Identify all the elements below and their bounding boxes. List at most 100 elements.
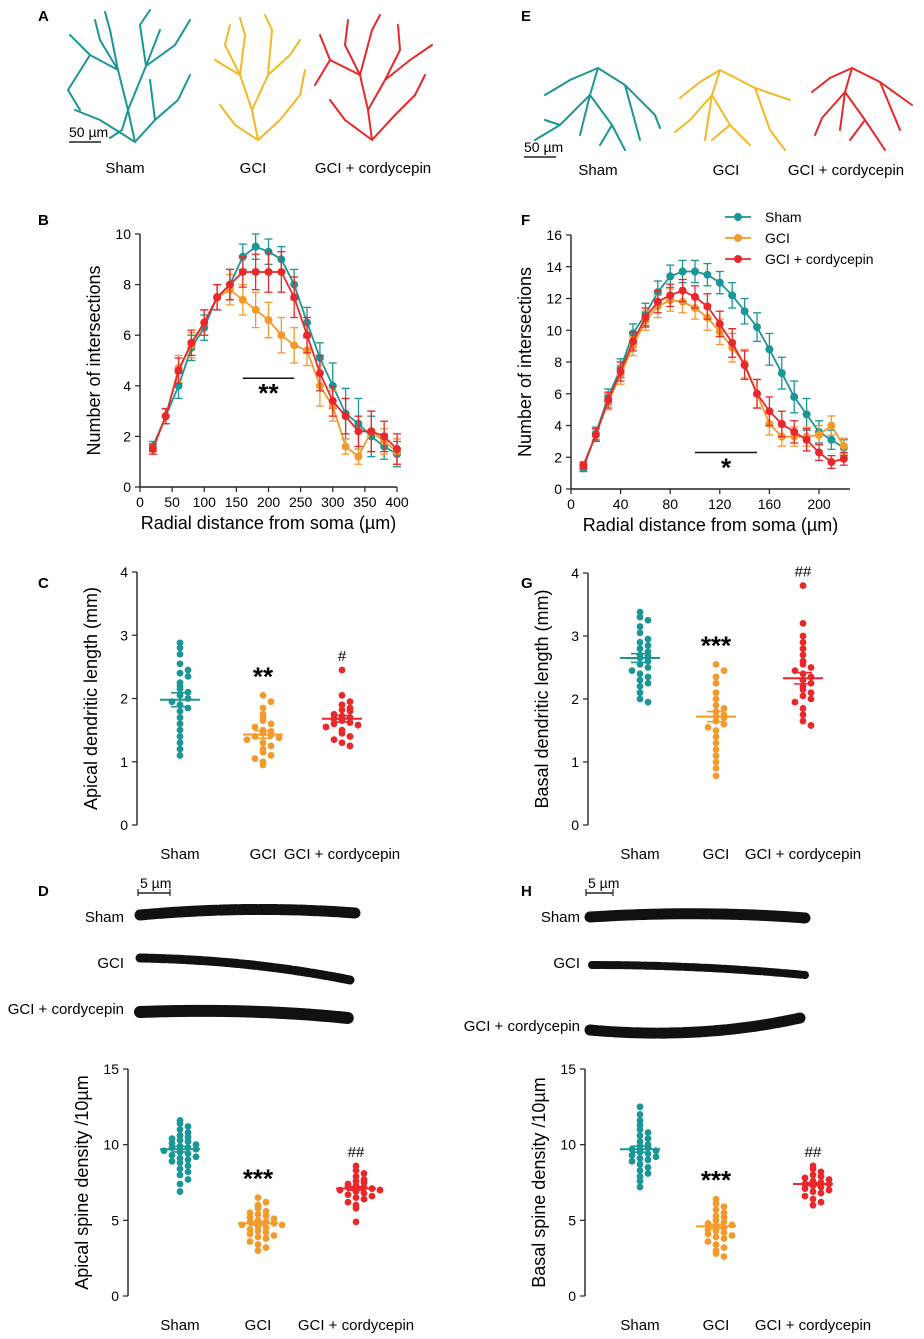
- data-point: [267, 720, 275, 728]
- data-point: [765, 407, 774, 416]
- data-point: [259, 717, 267, 725]
- group-gci: [696, 660, 736, 780]
- legend-marker: [734, 213, 742, 221]
- data-point: [715, 319, 724, 328]
- data-point: [777, 369, 786, 378]
- group-gci: [696, 1195, 736, 1261]
- scale-bar-label: 50 µm: [524, 139, 563, 155]
- data-point: [176, 720, 184, 728]
- y-tick-label: 4: [571, 565, 579, 581]
- data-point: [712, 679, 720, 687]
- data-point: [616, 367, 625, 376]
- data-point: [728, 338, 737, 347]
- panel-letter-a: A: [38, 8, 49, 25]
- data-point: [712, 701, 720, 709]
- data-point: [807, 689, 815, 697]
- data-point: [251, 242, 260, 251]
- series-line: [582, 270, 845, 469]
- data-point: [184, 695, 192, 702]
- x-tick-label: 0: [567, 496, 575, 512]
- data-point: [184, 1176, 192, 1183]
- data-point: [799, 620, 807, 627]
- data-point: [184, 666, 192, 674]
- data-point: [807, 722, 815, 729]
- x-tick-label: 120: [708, 496, 732, 512]
- category-label: Sham: [160, 1317, 199, 1334]
- category-label: GCI + cordycepin: [745, 846, 861, 863]
- y-axis-label: Basal dendritic length (mm): [532, 589, 552, 808]
- data-point: [839, 442, 848, 451]
- data-point: [176, 1120, 184, 1127]
- data-point: [176, 707, 184, 715]
- y-axis-label: Basal spine density /10µm: [529, 1077, 549, 1287]
- panel-letter-b: B: [38, 212, 49, 229]
- significance-mark: ***: [701, 1165, 732, 1195]
- data-point: [346, 733, 354, 740]
- data-point: [200, 318, 209, 327]
- data-point: [176, 752, 184, 759]
- data-point: [636, 1177, 644, 1185]
- data-point: [341, 412, 350, 421]
- data-point: [644, 635, 652, 643]
- data-point: [799, 632, 807, 640]
- data-point: [809, 1171, 817, 1179]
- data-point: [807, 695, 815, 703]
- data-point: [799, 717, 807, 725]
- row-label-gci: GCI: [553, 955, 580, 972]
- neuron-tracing-gci-apical: [214, 14, 306, 141]
- y-tick-label: 0: [554, 481, 562, 497]
- data-point: [636, 695, 644, 703]
- data-point: [604, 396, 613, 405]
- data-point: [652, 1153, 660, 1161]
- panel-a: A 50 µm Sham GCI GCI + cordycepin: [38, 8, 433, 177]
- data-point: [712, 689, 720, 697]
- data-point: [712, 1241, 720, 1248]
- x-tick-label: 150: [225, 494, 249, 510]
- x-tick-label: 80: [662, 496, 678, 512]
- data-point: [338, 666, 346, 674]
- data-point: [678, 286, 687, 295]
- data-point: [809, 1201, 817, 1209]
- data-point: [238, 267, 247, 276]
- data-point: [712, 695, 720, 703]
- data-point: [264, 316, 273, 325]
- data-point: [277, 331, 286, 340]
- data-point: [360, 1189, 368, 1197]
- group-sham: [160, 639, 200, 759]
- data-point: [790, 392, 799, 401]
- neuron-tracing-cordycepin-basal: [811, 67, 913, 151]
- data-point: [666, 291, 675, 300]
- data-point: [636, 1126, 644, 1133]
- y-tick-label: 4: [123, 378, 131, 394]
- data-point: [712, 660, 720, 668]
- y-tick-label: 2: [554, 449, 562, 465]
- data-point: [344, 1191, 352, 1199]
- data-point: [636, 1183, 644, 1191]
- y-axis-label: Number of intersections: [84, 265, 104, 455]
- data-point: [636, 1111, 644, 1118]
- data-point: [802, 435, 811, 444]
- data-point: [262, 1235, 270, 1242]
- data-point: [636, 1160, 644, 1168]
- category-label: GCI: [245, 1317, 272, 1334]
- data-point: [168, 1157, 176, 1165]
- data-point: [328, 396, 337, 405]
- category-label: GCI: [703, 1317, 730, 1334]
- series-gci-cordycepin: [579, 278, 848, 470]
- data-point: [712, 764, 720, 772]
- data-point: [184, 704, 192, 712]
- row-label-gci: GCI: [97, 955, 124, 972]
- scale-bar-label: 50 µm: [69, 124, 108, 140]
- significance-mark: ***: [243, 1164, 274, 1194]
- data-point: [628, 1157, 636, 1165]
- group-label-sham: Sham: [578, 162, 617, 179]
- data-point: [176, 1188, 184, 1195]
- data-point: [644, 1135, 652, 1143]
- data-point: [393, 445, 401, 454]
- data-point: [825, 1186, 833, 1194]
- dendrite-image-gci-basal: [588, 961, 809, 979]
- data-point: [346, 707, 354, 715]
- data-point: [839, 454, 848, 463]
- data-point: [262, 1212, 270, 1220]
- scale-bar-label: 5 µm: [588, 875, 619, 891]
